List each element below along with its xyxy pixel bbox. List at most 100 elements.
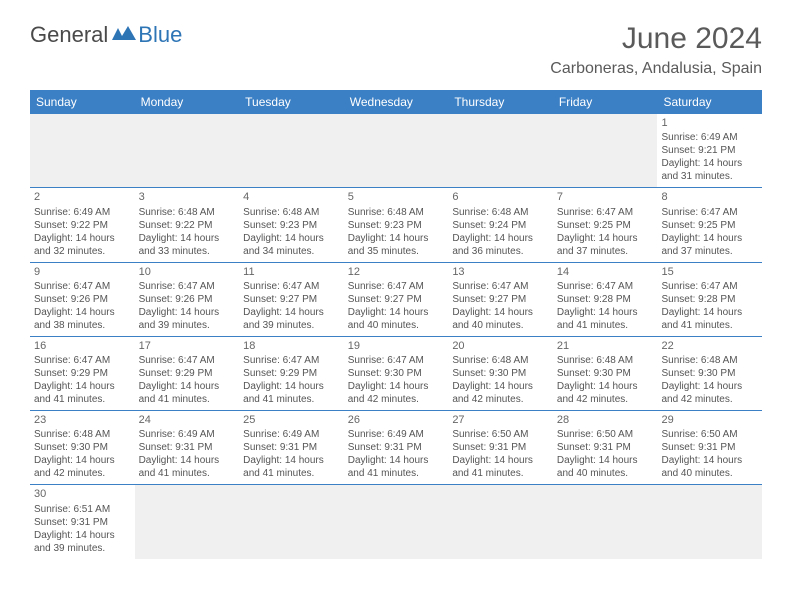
- sunset-line: Sunset: 9:22 PM: [34, 219, 131, 232]
- day-header: Friday: [553, 90, 658, 114]
- sunrise-line: Sunrise: 6:48 AM: [139, 206, 236, 219]
- daylight-line: Daylight: 14 hours and 41 minutes.: [452, 454, 549, 480]
- sunrise-line: Sunrise: 6:47 AM: [243, 354, 340, 367]
- sunset-line: Sunset: 9:21 PM: [661, 144, 758, 157]
- calendar-cell: 23Sunrise: 6:48 AMSunset: 9:30 PMDayligh…: [30, 411, 135, 484]
- daylight-line: Daylight: 14 hours and 41 minutes.: [243, 454, 340, 480]
- calendar-cell: 12Sunrise: 6:47 AMSunset: 9:27 PMDayligh…: [344, 263, 449, 336]
- calendar-cell: 5Sunrise: 6:48 AMSunset: 9:23 PMDaylight…: [344, 188, 449, 261]
- logo-text-general: General: [30, 22, 108, 48]
- day-number: 15: [661, 265, 758, 279]
- sunset-line: Sunset: 9:22 PM: [139, 219, 236, 232]
- calendar-cell: 15Sunrise: 6:47 AMSunset: 9:28 PMDayligh…: [657, 263, 762, 336]
- day-number: 30: [34, 487, 131, 501]
- day-number: 8: [661, 190, 758, 204]
- sunrise-line: Sunrise: 6:47 AM: [557, 206, 654, 219]
- calendar-cell-blank: [135, 485, 240, 558]
- sunrise-line: Sunrise: 6:50 AM: [661, 428, 758, 441]
- sunrise-line: Sunrise: 6:47 AM: [34, 354, 131, 367]
- sunrise-line: Sunrise: 6:49 AM: [661, 131, 758, 144]
- sunset-line: Sunset: 9:25 PM: [661, 219, 758, 232]
- day-header: Saturday: [657, 90, 762, 114]
- day-number: 28: [557, 413, 654, 427]
- day-number: 14: [557, 265, 654, 279]
- daylight-line: Daylight: 14 hours and 39 minutes.: [139, 306, 236, 332]
- daylight-line: Daylight: 14 hours and 41 minutes.: [243, 380, 340, 406]
- calendar-cell: 1Sunrise: 6:49 AMSunset: 9:21 PMDaylight…: [657, 114, 762, 187]
- calendar-cell-blank: [553, 114, 658, 187]
- day-header: Thursday: [448, 90, 553, 114]
- sunrise-line: Sunrise: 6:48 AM: [243, 206, 340, 219]
- day-number: 2: [34, 190, 131, 204]
- daylight-line: Daylight: 14 hours and 41 minutes.: [661, 306, 758, 332]
- day-number: 11: [243, 265, 340, 279]
- daylight-line: Daylight: 14 hours and 42 minutes.: [34, 454, 131, 480]
- sunset-line: Sunset: 9:27 PM: [452, 293, 549, 306]
- calendar-cell: 19Sunrise: 6:47 AMSunset: 9:30 PMDayligh…: [344, 337, 449, 410]
- calendar-cell-blank: [239, 485, 344, 558]
- sunset-line: Sunset: 9:29 PM: [243, 367, 340, 380]
- day-number: 12: [348, 265, 445, 279]
- sunset-line: Sunset: 9:30 PM: [348, 367, 445, 380]
- day-number: 16: [34, 339, 131, 353]
- day-number: 19: [348, 339, 445, 353]
- calendar-cell-blank: [344, 114, 449, 187]
- sunset-line: Sunset: 9:28 PM: [557, 293, 654, 306]
- sunset-line: Sunset: 9:31 PM: [661, 441, 758, 454]
- calendar-cell-blank: [553, 485, 658, 558]
- calendar-cell: 10Sunrise: 6:47 AMSunset: 9:26 PMDayligh…: [135, 263, 240, 336]
- sunset-line: Sunset: 9:31 PM: [348, 441, 445, 454]
- day-header-row: Sunday Monday Tuesday Wednesday Thursday…: [30, 90, 762, 114]
- sunrise-line: Sunrise: 6:47 AM: [139, 354, 236, 367]
- day-number: 22: [661, 339, 758, 353]
- daylight-line: Daylight: 14 hours and 41 minutes.: [139, 380, 236, 406]
- day-number: 23: [34, 413, 131, 427]
- day-number: 5: [348, 190, 445, 204]
- calendar-cell: 26Sunrise: 6:49 AMSunset: 9:31 PMDayligh…: [344, 411, 449, 484]
- daylight-line: Daylight: 14 hours and 41 minutes.: [139, 454, 236, 480]
- calendar-week: 16Sunrise: 6:47 AMSunset: 9:29 PMDayligh…: [30, 337, 762, 411]
- day-header: Sunday: [30, 90, 135, 114]
- calendar-cell: 29Sunrise: 6:50 AMSunset: 9:31 PMDayligh…: [657, 411, 762, 484]
- daylight-line: Daylight: 14 hours and 36 minutes.: [452, 232, 549, 258]
- calendar-cell: 3Sunrise: 6:48 AMSunset: 9:22 PMDaylight…: [135, 188, 240, 261]
- sunrise-line: Sunrise: 6:50 AM: [557, 428, 654, 441]
- daylight-line: Daylight: 14 hours and 40 minutes.: [348, 306, 445, 332]
- calendar-cell: 2Sunrise: 6:49 AMSunset: 9:22 PMDaylight…: [30, 188, 135, 261]
- title-block: June 2024 Carboneras, Andalusia, Spain: [550, 22, 762, 78]
- sunrise-line: Sunrise: 6:47 AM: [34, 280, 131, 293]
- calendar-cell: 25Sunrise: 6:49 AMSunset: 9:31 PMDayligh…: [239, 411, 344, 484]
- day-number: 17: [139, 339, 236, 353]
- sunset-line: Sunset: 9:23 PM: [243, 219, 340, 232]
- sunset-line: Sunset: 9:31 PM: [243, 441, 340, 454]
- day-number: 24: [139, 413, 236, 427]
- daylight-line: Daylight: 14 hours and 41 minutes.: [34, 380, 131, 406]
- daylight-line: Daylight: 14 hours and 41 minutes.: [348, 454, 445, 480]
- day-number: 9: [34, 265, 131, 279]
- sunrise-line: Sunrise: 6:47 AM: [452, 280, 549, 293]
- daylight-line: Daylight: 14 hours and 34 minutes.: [243, 232, 340, 258]
- sunset-line: Sunset: 9:30 PM: [661, 367, 758, 380]
- sunrise-line: Sunrise: 6:48 AM: [34, 428, 131, 441]
- calendar-week: 30Sunrise: 6:51 AMSunset: 9:31 PMDayligh…: [30, 485, 762, 558]
- calendar-cell-blank: [135, 114, 240, 187]
- sunset-line: Sunset: 9:28 PM: [661, 293, 758, 306]
- daylight-line: Daylight: 14 hours and 40 minutes.: [661, 454, 758, 480]
- calendar-cell: 16Sunrise: 6:47 AMSunset: 9:29 PMDayligh…: [30, 337, 135, 410]
- day-number: 6: [452, 190, 549, 204]
- calendar-cell: 28Sunrise: 6:50 AMSunset: 9:31 PMDayligh…: [553, 411, 658, 484]
- day-number: 3: [139, 190, 236, 204]
- daylight-line: Daylight: 14 hours and 40 minutes.: [557, 454, 654, 480]
- calendar-week: 23Sunrise: 6:48 AMSunset: 9:30 PMDayligh…: [30, 411, 762, 485]
- logo-flag-icon: [112, 22, 136, 48]
- calendar-cell: 11Sunrise: 6:47 AMSunset: 9:27 PMDayligh…: [239, 263, 344, 336]
- daylight-line: Daylight: 14 hours and 35 minutes.: [348, 232, 445, 258]
- day-number: 27: [452, 413, 549, 427]
- sunset-line: Sunset: 9:27 PM: [243, 293, 340, 306]
- calendar-cell: 8Sunrise: 6:47 AMSunset: 9:25 PMDaylight…: [657, 188, 762, 261]
- sunrise-line: Sunrise: 6:49 AM: [243, 428, 340, 441]
- sunrise-line: Sunrise: 6:51 AM: [34, 503, 131, 516]
- sunset-line: Sunset: 9:30 PM: [452, 367, 549, 380]
- calendar: Sunday Monday Tuesday Wednesday Thursday…: [30, 90, 762, 559]
- sunrise-line: Sunrise: 6:50 AM: [452, 428, 549, 441]
